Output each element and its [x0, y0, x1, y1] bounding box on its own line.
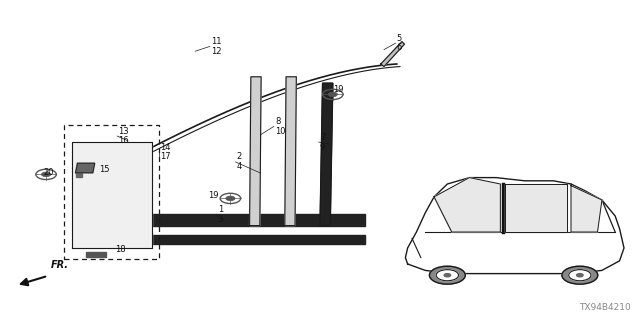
- Text: 13: 13: [118, 127, 129, 136]
- Polygon shape: [76, 173, 82, 177]
- Circle shape: [444, 274, 451, 277]
- Text: 19: 19: [208, 191, 218, 200]
- Polygon shape: [320, 83, 333, 226]
- Circle shape: [42, 172, 51, 177]
- Polygon shape: [250, 77, 261, 226]
- Text: 12: 12: [211, 47, 221, 56]
- Text: 20: 20: [44, 168, 54, 177]
- Text: 14: 14: [160, 143, 170, 152]
- Polygon shape: [571, 186, 602, 232]
- Text: 6: 6: [397, 44, 402, 52]
- Text: 3: 3: [218, 215, 223, 224]
- Text: 11: 11: [211, 37, 221, 46]
- Text: FR.: FR.: [51, 260, 69, 270]
- Text: 7: 7: [320, 133, 325, 142]
- Text: 5: 5: [397, 34, 402, 43]
- Text: 17: 17: [160, 152, 171, 161]
- Polygon shape: [72, 142, 152, 248]
- Polygon shape: [141, 235, 365, 244]
- Text: 4: 4: [237, 162, 242, 171]
- Circle shape: [562, 266, 598, 284]
- Text: 1: 1: [218, 205, 223, 214]
- Text: 2: 2: [237, 152, 242, 161]
- Polygon shape: [86, 252, 106, 257]
- Circle shape: [429, 266, 465, 284]
- Text: 15: 15: [99, 165, 109, 174]
- Text: 8: 8: [275, 117, 280, 126]
- Polygon shape: [76, 163, 95, 173]
- Text: 16: 16: [118, 136, 129, 145]
- Text: 18: 18: [115, 245, 126, 254]
- Circle shape: [226, 196, 235, 201]
- Text: TX94B4210: TX94B4210: [579, 303, 630, 312]
- Bar: [64, 125, 159, 259]
- Circle shape: [436, 270, 458, 281]
- Polygon shape: [144, 214, 365, 226]
- Polygon shape: [381, 42, 404, 67]
- Polygon shape: [285, 77, 296, 226]
- Text: 10: 10: [275, 127, 285, 136]
- Circle shape: [577, 274, 583, 277]
- Text: 9: 9: [320, 143, 325, 152]
- Text: 19: 19: [333, 85, 343, 94]
- Circle shape: [328, 92, 337, 97]
- Polygon shape: [434, 178, 500, 232]
- Circle shape: [569, 270, 591, 281]
- Polygon shape: [505, 184, 566, 232]
- Polygon shape: [405, 178, 624, 274]
